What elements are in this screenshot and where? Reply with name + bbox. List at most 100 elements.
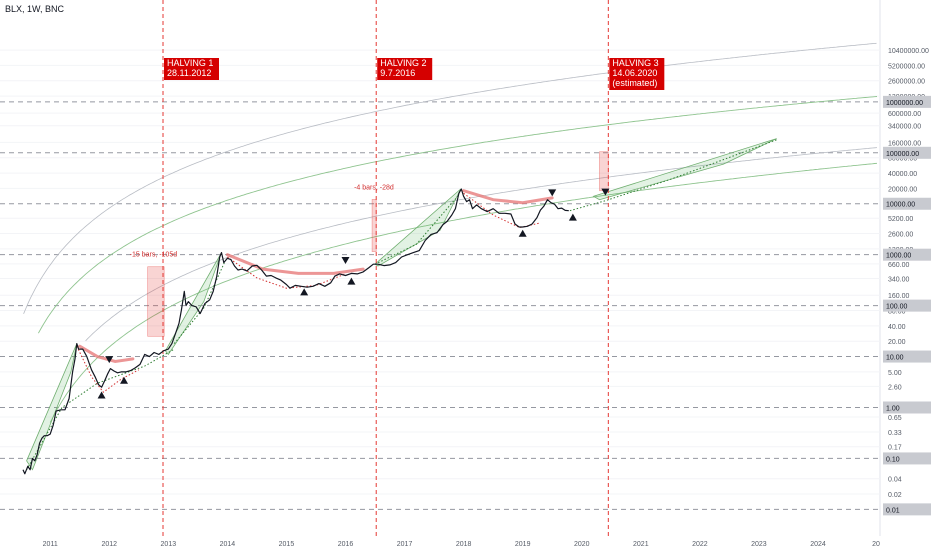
x-tick-label: 2013 (161, 541, 177, 548)
up-triangle-marker (518, 229, 527, 237)
level-label: 1000.00 (886, 253, 911, 260)
x-tick-label: 2012 (101, 541, 117, 548)
halving-label-text: 28.11.2012 (167, 68, 211, 78)
level-label-box (883, 248, 931, 261)
halving-label-box (377, 58, 433, 80)
upper-channel-curve (38, 96, 878, 334)
cycle-wedge (592, 138, 777, 201)
halving-label-text: 9.7.2016 (380, 68, 415, 78)
x-tick-label: 2014 (220, 541, 236, 548)
y-tick-label: 660.00 (888, 262, 910, 269)
up-triangle-marker (97, 391, 106, 399)
x-tick-label: 2016 (338, 541, 354, 548)
y-tick-label: 0.04 (888, 477, 902, 484)
y-tick-label: 20000.00 (888, 186, 917, 193)
dotted-cycle-arc (227, 256, 346, 289)
halving-label-box (609, 58, 665, 90)
x-tick-label: 2023 (751, 541, 767, 548)
x-tick-label: 2011 (43, 541, 58, 548)
x-tick-label: 2018 (456, 541, 472, 548)
y-tick-label: 600000.00 (888, 111, 921, 118)
symbol-label: BLX, 1W, BNC (5, 4, 65, 14)
halving-label-box (164, 58, 220, 80)
dotted-cycle-arc (569, 139, 777, 212)
level-label: 10000.00 (886, 202, 915, 209)
level-label-box (883, 350, 931, 363)
y-tick-label: 5200000.00 (888, 63, 925, 70)
y-tick-label: 340000.00 (888, 124, 921, 131)
dotted-cycle-arc (26, 348, 175, 470)
halving-label-text: HALVING 3 (612, 58, 658, 68)
up-triangle-marker (300, 288, 309, 296)
up-triangle-marker (120, 376, 129, 384)
dotted-cycle-arc (374, 195, 459, 265)
level-label-box (883, 299, 931, 312)
y-tick-label: 160.00 (888, 293, 910, 300)
halving-label-text: HALVING 2 (380, 58, 426, 68)
up-triangle-marker (568, 213, 577, 221)
y-tick-label: 5200.00 (888, 216, 913, 223)
down-triangle-marker (341, 257, 350, 265)
gap-annotation-box (599, 151, 609, 192)
y-tick-label: 0.33 (888, 430, 902, 437)
down-triangle-marker (548, 189, 557, 197)
y-tick-label: 0.17 (888, 445, 902, 452)
cup-arc (462, 189, 554, 205)
y-tick-label: 2600000.00 (888, 79, 925, 86)
gap-annotation-label: -4 bars, -28d (354, 184, 394, 191)
level-label: 10.00 (886, 355, 904, 362)
lower-channel-curve (49, 162, 878, 423)
level-label-box (883, 401, 931, 414)
x-tick-label: 2024 (810, 541, 826, 548)
x-tick-label: 2015 (279, 541, 295, 548)
y-tick-label: 2.60 (888, 384, 902, 391)
down-triangle-marker (105, 356, 114, 364)
cycle-wedge (164, 252, 222, 356)
outer-channel-curve (23, 42, 877, 314)
y-tick-label: 0.02 (888, 492, 902, 499)
cycle-wedge (26, 343, 78, 471)
halving-label-text: (estimated) (612, 78, 657, 88)
x-tick-label: 2019 (515, 541, 531, 548)
x-tick-label: 2020 (574, 541, 590, 548)
level-label: 1000000.00 (886, 100, 923, 107)
y-tick-label: 2600.00 (888, 232, 913, 239)
level-label: 0.01 (886, 507, 900, 514)
gap-annotation-box (371, 199, 377, 252)
x-tick-label: 2022 (692, 541, 708, 548)
dotted-cycle-arc (76, 345, 140, 393)
halving-label-text: 14.06.2020 (612, 68, 657, 78)
halving-label-text: HALVING 1 (167, 58, 213, 68)
level-label: 0.10 (886, 456, 900, 463)
cycle-wedge (374, 188, 462, 267)
level-label: 100000.00 (886, 151, 919, 158)
cup-arc (225, 253, 365, 275)
y-tick-label: 340.00 (888, 277, 910, 284)
y-tick-label: 20.00 (888, 339, 906, 346)
y-tick-label: 0.65 (888, 415, 902, 422)
y-tick-label: 40.00 (888, 324, 906, 331)
level-label-box (883, 95, 931, 108)
x-tick-label: 2021 (633, 541, 649, 548)
y-tick-label: 10400000.00 (888, 48, 929, 55)
level-label-box (883, 452, 931, 465)
price-line (22, 188, 569, 475)
up-triangle-marker (347, 277, 356, 285)
y-tick-label: 80.00 (888, 309, 906, 316)
y-tick-label: 5.00 (888, 370, 902, 377)
middle-channel-curve (85, 147, 878, 342)
gap-annotation-box (147, 266, 165, 337)
dotted-cycle-arc (463, 192, 541, 229)
level-label-box (883, 146, 931, 159)
level-label-box (883, 197, 931, 210)
gap-annotation-label: -15 bars, -105d (130, 252, 178, 259)
x-tick-label: 2017 (397, 541, 413, 548)
y-tick-label: 40000.00 (888, 171, 917, 178)
down-triangle-marker (601, 188, 610, 196)
level-label: 1.00 (886, 405, 900, 412)
cup-arc (78, 344, 135, 364)
y-tick-label: 80000.00 (888, 156, 917, 163)
level-label: 100.00 (886, 304, 908, 311)
